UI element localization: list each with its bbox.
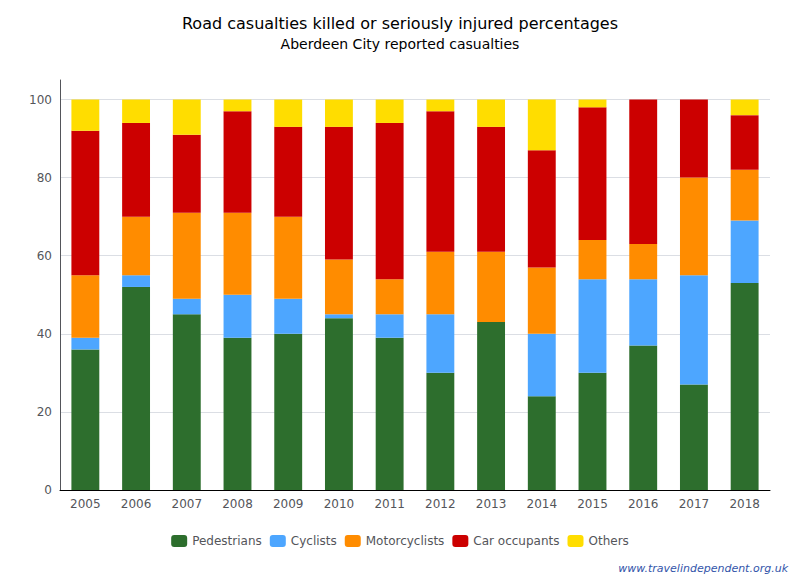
svg-text:Motorcyclists: Motorcyclists <box>366 534 445 548</box>
svg-text:2014: 2014 <box>527 497 558 511</box>
svg-text:2011: 2011 <box>374 497 405 511</box>
svg-text:2005: 2005 <box>70 497 101 511</box>
svg-text:Aberdeen City reported casualt: Aberdeen City reported casualties <box>281 36 520 52</box>
svg-text:2006: 2006 <box>121 497 152 511</box>
svg-text:20: 20 <box>37 405 52 419</box>
svg-text:80: 80 <box>37 171 52 185</box>
svg-text:2013: 2013 <box>476 497 507 511</box>
svg-text:2017: 2017 <box>679 497 710 511</box>
svg-text:Pedestrians: Pedestrians <box>192 534 262 548</box>
svg-text:Road casualties killed or seri: Road casualties killed or seriously inju… <box>182 14 618 33</box>
svg-text:2010: 2010 <box>324 497 355 511</box>
svg-text:www.travelindependent.org.uk: www.travelindependent.org.uk <box>618 562 788 575</box>
svg-text:2007: 2007 <box>172 497 203 511</box>
svg-text:60: 60 <box>37 249 52 263</box>
svg-text:2018: 2018 <box>729 497 760 511</box>
svg-text:2015: 2015 <box>577 497 608 511</box>
svg-text:Cyclists: Cyclists <box>291 534 337 548</box>
svg-text:Others: Others <box>589 534 629 548</box>
svg-text:2008: 2008 <box>222 497 253 511</box>
svg-text:0: 0 <box>44 483 52 497</box>
svg-text:2012: 2012 <box>425 497 456 511</box>
svg-text:Car occupants: Car occupants <box>473 534 559 548</box>
svg-text:100: 100 <box>29 93 52 107</box>
svg-text:2009: 2009 <box>273 497 304 511</box>
svg-text:2016: 2016 <box>628 497 659 511</box>
svg-text:40: 40 <box>37 327 52 341</box>
